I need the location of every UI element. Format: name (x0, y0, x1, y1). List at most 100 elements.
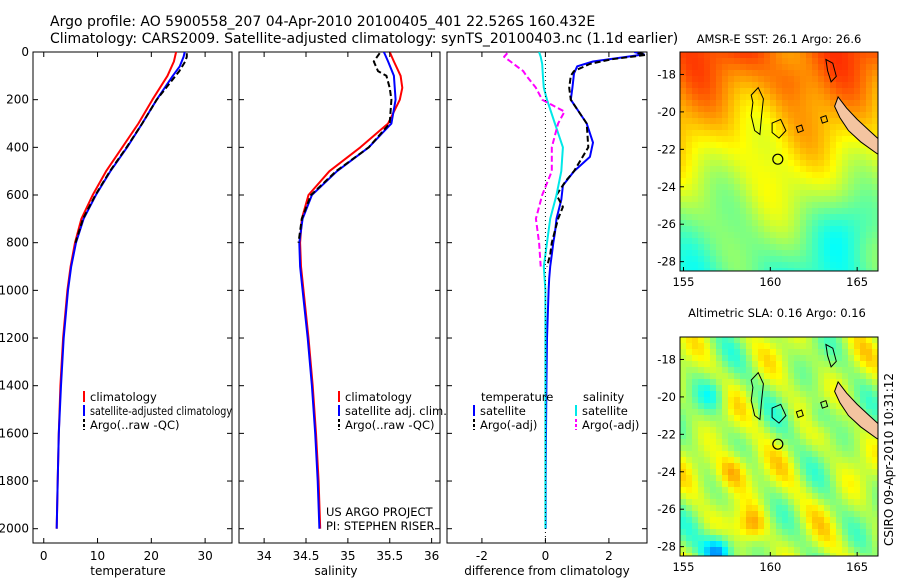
sst_map-cell (812, 238, 819, 245)
sst_map-cell (698, 130, 705, 137)
sst_map-cell (704, 94, 711, 101)
sla_map-cell (794, 529, 801, 536)
sst_map-cell (854, 106, 861, 113)
sst_map-cell (806, 220, 813, 227)
sst_map-cell (776, 58, 783, 65)
sla_map-cell (752, 433, 759, 440)
sla_map-cell (818, 343, 825, 350)
sst_map-cell (722, 244, 729, 251)
sla_map-cell (806, 427, 813, 434)
sst_map-cell (722, 268, 729, 271)
sst_map-cell (686, 232, 693, 239)
sla_map-cell (794, 403, 801, 410)
sla_map-cell (716, 427, 723, 434)
sst_map-cell (824, 256, 831, 263)
sla_map-cell (734, 409, 741, 416)
sla_map-cell (836, 409, 843, 416)
sst_map-cell (800, 70, 807, 77)
sla_map-cell (746, 469, 753, 476)
sla_map-cell (872, 361, 878, 368)
sst_map-cell (854, 178, 861, 185)
sla_map-cell (818, 541, 825, 548)
sla_map-cell (704, 535, 711, 542)
sla_map-cell (710, 361, 717, 368)
temperature-x-tick-label: 20 (144, 549, 159, 563)
sst_map-cell (812, 94, 819, 101)
sst_map-cell (692, 190, 699, 197)
sst_map-cell (776, 136, 783, 143)
sst_map-cell (776, 154, 783, 161)
sst_map-cell (740, 202, 747, 209)
sst_map-cell (758, 178, 765, 185)
sst_map-cell (728, 100, 735, 107)
sst_map-cell (722, 220, 729, 227)
sst_map-cell (782, 76, 789, 83)
sst_map-cell (686, 214, 693, 221)
sla_map-cell (686, 367, 693, 374)
sst_map-cell (716, 226, 723, 233)
sla_map-cell (740, 379, 747, 386)
sla_map-cell (866, 445, 873, 452)
sst_map-cell (818, 112, 825, 119)
sst_map-cell (722, 136, 729, 143)
sst_map-cell (776, 130, 783, 137)
sst_map-cell (830, 196, 837, 203)
sst_map-cell (764, 124, 771, 131)
sla_map-cell (860, 349, 867, 356)
sst_map-cell (734, 94, 741, 101)
sla_map-cell (818, 391, 825, 398)
sla_map-cell (704, 469, 711, 476)
sla_map-cell (872, 355, 878, 362)
sst_map-cell (722, 184, 729, 191)
sst_map-cell (728, 64, 735, 71)
sla_map-cell (788, 541, 795, 548)
sst_map-cell (710, 130, 717, 137)
sst_map-cell (818, 220, 825, 227)
sla_map-cell (836, 481, 843, 488)
sst_map-cell (692, 82, 699, 89)
sst_map-cell (680, 238, 687, 245)
sla_map-cell (842, 511, 849, 518)
sst_map-cell (722, 208, 729, 215)
sla_map-cell (788, 553, 795, 556)
sst_map-cell (806, 124, 813, 131)
sst_map-cell (734, 100, 741, 107)
sla_map-cell (812, 523, 819, 530)
sst_map-cell (698, 184, 705, 191)
sla_map-cell (722, 547, 729, 554)
sst_map-cell (758, 58, 765, 65)
sla_map-cell (734, 511, 741, 518)
sla_map-cell (836, 337, 843, 344)
sla_map-cell (752, 397, 759, 404)
sst_map-cell (818, 52, 825, 59)
sst_map-cell (698, 226, 705, 233)
sst_map-cell (848, 214, 855, 221)
sst_map-cell (698, 166, 705, 173)
sst_map-cell (854, 238, 861, 245)
sla_map-cell (722, 553, 729, 556)
sla_map-cell (716, 439, 723, 446)
sst_map-cell (830, 70, 837, 77)
sst_map-cell (872, 262, 878, 269)
sst_map-cell (848, 88, 855, 95)
sla_map-cell (680, 349, 687, 356)
sst_map-cell (752, 172, 759, 179)
sst_map-cell (704, 238, 711, 245)
sst_map-cell (740, 124, 747, 131)
sst_map-cell (824, 262, 831, 269)
sst_map-cell (824, 184, 831, 191)
sla_map-cell (872, 349, 878, 356)
sla_map-cell (752, 511, 759, 518)
sst_map-cell (830, 202, 837, 209)
sla_map-cell (830, 463, 837, 470)
sla_map-cell (776, 391, 783, 398)
sst_map-cell (686, 118, 693, 125)
sst_map-cell (710, 220, 717, 227)
sla_map-cell (806, 391, 813, 398)
sla_map-cell (704, 493, 711, 500)
sla_map-cell (788, 535, 795, 542)
sst_map-cell (824, 214, 831, 221)
sst_map-cell (812, 250, 819, 257)
sla_map-cell (704, 349, 711, 356)
sla_map-cell (848, 505, 855, 512)
